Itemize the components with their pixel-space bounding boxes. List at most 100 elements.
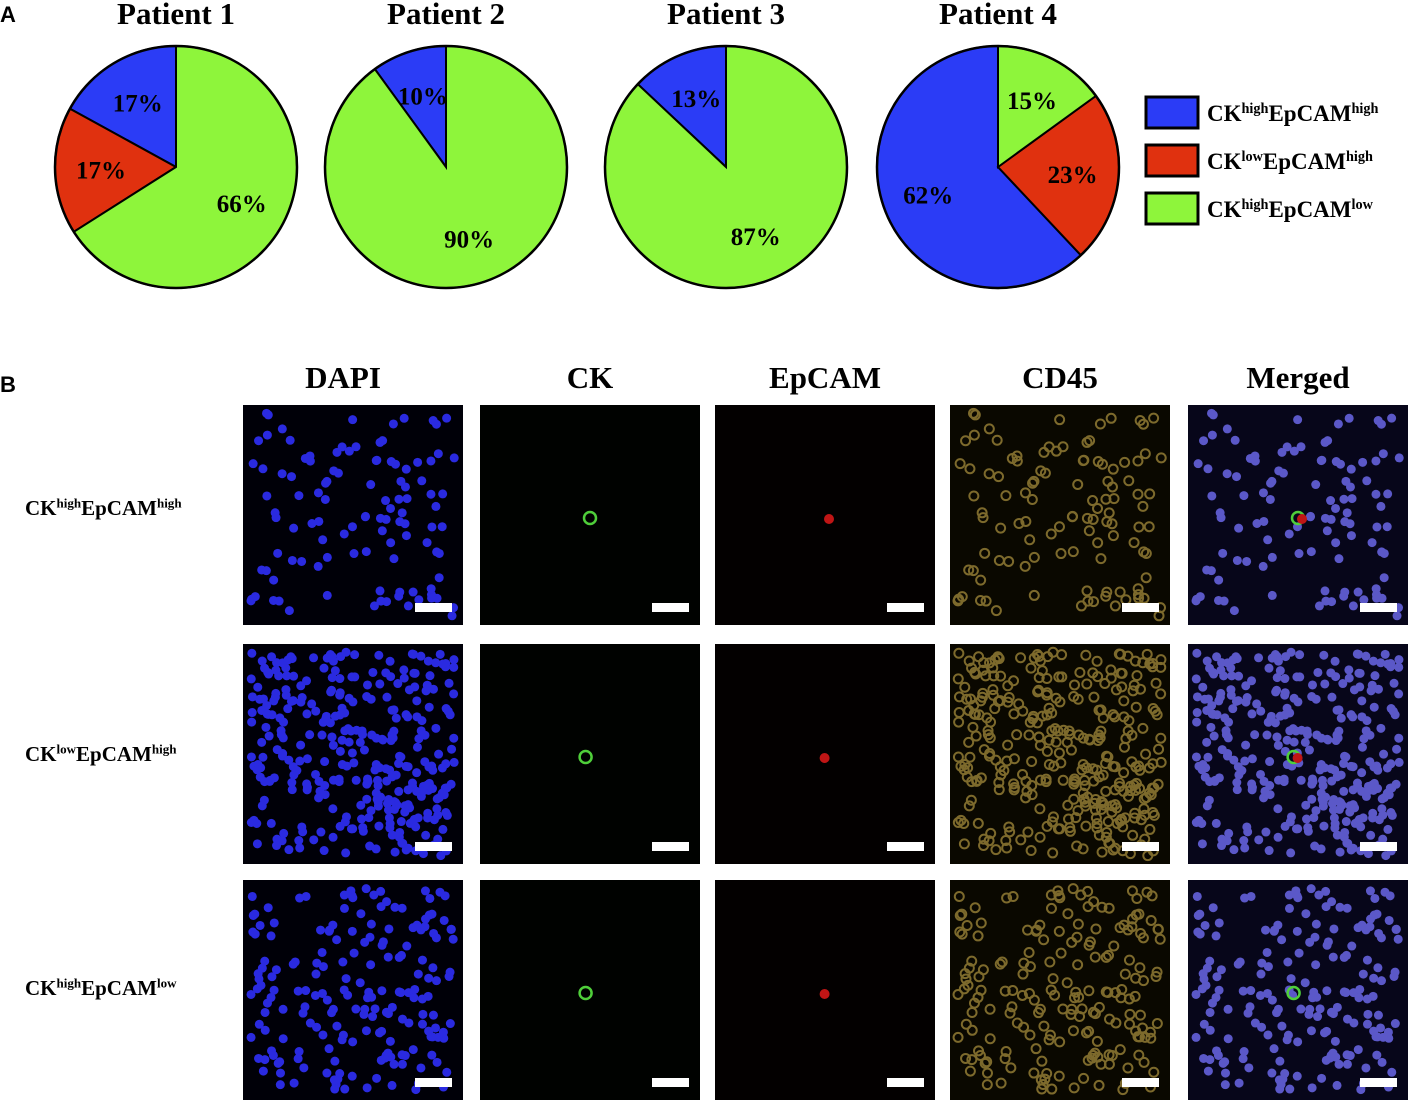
cell <box>968 407 980 419</box>
cell <box>413 969 423 979</box>
cell <box>1088 797 1100 809</box>
cell <box>382 798 392 808</box>
cell <box>1138 546 1150 558</box>
cell <box>309 835 319 845</box>
cell <box>275 1080 285 1090</box>
cell <box>363 776 373 786</box>
cell <box>341 974 351 984</box>
cell <box>340 817 350 827</box>
cell <box>1083 939 1095 951</box>
cell <box>966 776 978 788</box>
cell <box>254 436 264 446</box>
cell <box>1041 689 1053 701</box>
cell <box>1092 502 1104 514</box>
cell <box>307 699 317 709</box>
cell <box>341 848 351 858</box>
cell <box>1118 767 1130 779</box>
cell <box>1266 714 1276 724</box>
cell <box>1222 469 1232 479</box>
cell <box>1028 551 1040 563</box>
cell <box>1140 572 1152 584</box>
legend-label-part: low <box>1352 197 1374 213</box>
cell <box>1031 924 1043 936</box>
cell <box>990 754 1002 766</box>
cell <box>1129 807 1141 819</box>
cell <box>269 575 279 585</box>
column-header: Merged <box>1246 360 1349 395</box>
cell <box>1258 561 1268 571</box>
cell <box>1291 824 1301 834</box>
cell <box>1267 552 1277 562</box>
cell <box>1367 538 1377 548</box>
cell <box>993 777 1005 789</box>
cell <box>1348 601 1358 611</box>
cell <box>1320 763 1330 773</box>
cell <box>373 781 383 791</box>
cell <box>1369 702 1379 712</box>
cell <box>1024 1029 1036 1041</box>
cell <box>1310 841 1320 851</box>
cell <box>1132 455 1144 467</box>
cell <box>1245 1002 1255 1012</box>
cell <box>1212 652 1222 662</box>
cell <box>369 890 379 900</box>
cell <box>374 821 384 831</box>
cell <box>1345 807 1355 817</box>
cell <box>1207 430 1217 440</box>
cell <box>1216 965 1226 975</box>
cell <box>956 928 968 940</box>
cell <box>330 1056 340 1066</box>
row-label-part: low <box>57 742 77 757</box>
cell <box>344 737 354 747</box>
cell <box>408 1045 418 1055</box>
cell <box>375 679 385 689</box>
cell <box>1068 1082 1080 1094</box>
cell <box>255 920 265 930</box>
cell <box>1145 914 1157 926</box>
cell <box>382 692 392 702</box>
cell <box>302 754 312 764</box>
panel-label: A <box>0 2 16 27</box>
cell <box>287 785 297 795</box>
cell <box>1386 808 1396 818</box>
cell <box>1123 475 1135 487</box>
cell <box>449 733 459 743</box>
cell <box>1337 800 1347 810</box>
cell <box>1067 883 1079 895</box>
cell <box>1376 1023 1386 1033</box>
cell <box>1300 737 1310 747</box>
cell <box>1094 732 1106 744</box>
cell <box>993 554 1005 566</box>
cell <box>309 653 319 663</box>
cell <box>1068 691 1080 703</box>
cell <box>1381 851 1391 861</box>
cell <box>437 522 447 532</box>
cell <box>1049 723 1061 735</box>
cell <box>1385 891 1395 901</box>
cell <box>348 893 358 903</box>
cell <box>1229 845 1239 855</box>
column-header: DAPI <box>305 360 381 395</box>
cell <box>428 684 438 694</box>
row-label: CKlowEpCAMhigh <box>25 742 177 766</box>
cell <box>982 725 994 737</box>
cell <box>1115 813 1127 825</box>
cell <box>1219 671 1229 681</box>
cell <box>247 648 257 658</box>
cell <box>301 986 311 996</box>
cell <box>1304 745 1314 755</box>
cell <box>1057 774 1069 786</box>
cell <box>1118 741 1130 753</box>
cell <box>293 1054 303 1064</box>
cell <box>1131 670 1143 682</box>
cell <box>322 995 332 1005</box>
column-header: CD45 <box>1022 360 1098 395</box>
cell <box>1032 686 1044 698</box>
cell <box>1283 1030 1293 1040</box>
cell <box>1309 813 1319 823</box>
cell <box>1107 463 1119 475</box>
cell <box>328 1004 338 1014</box>
cell <box>1093 1079 1105 1091</box>
row-label-part: EpCAM <box>76 742 152 766</box>
cell <box>1339 591 1349 601</box>
